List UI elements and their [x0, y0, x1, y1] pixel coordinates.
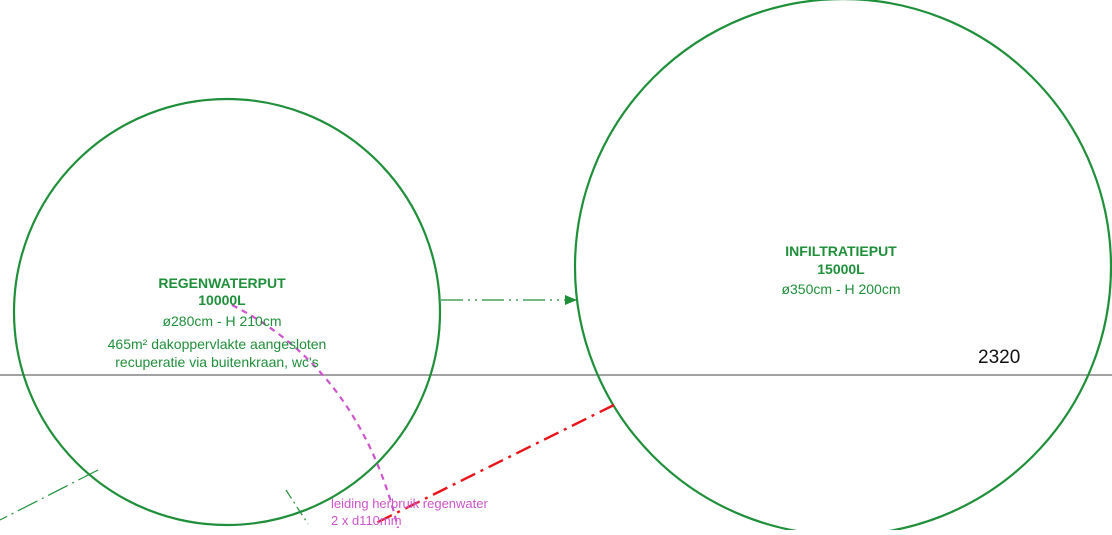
infiltratieput-dimensions: ø350cm - H 200cm — [781, 281, 900, 297]
regenwaterput-note-line2: recuperatie via buitenkraan, wc's — [115, 354, 318, 370]
pipe-label-line1: leiding herbruik regenwater — [331, 496, 488, 511]
green-drain-line — [0, 469, 99, 521]
infiltratieput-circle[interactable] — [573, 0, 1112, 535]
regenwaterput-dimensions: ø280cm - H 210cm — [162, 313, 281, 329]
infiltratieput-title: INFILTRATIEPUT — [785, 243, 897, 259]
regenwaterput-volume: 10000L — [198, 292, 246, 308]
reuse-pipe-curve — [231, 304, 400, 529]
green-drain-line-2 — [285, 489, 309, 525]
infiltratieput-volume: 15000L — [817, 261, 865, 277]
regenwaterput-note-line1: 465m² dakoppervlakte aangesloten — [108, 336, 327, 352]
level-value: 2320 — [978, 347, 1020, 368]
red-dashdot-line — [371, 403, 615, 527]
regenwaterput-circle[interactable] — [12, 97, 442, 527]
regenwaterput-title: REGENWATERPUT — [158, 275, 286, 291]
pipe-label-line2: 2 x d110mm — [331, 513, 402, 528]
